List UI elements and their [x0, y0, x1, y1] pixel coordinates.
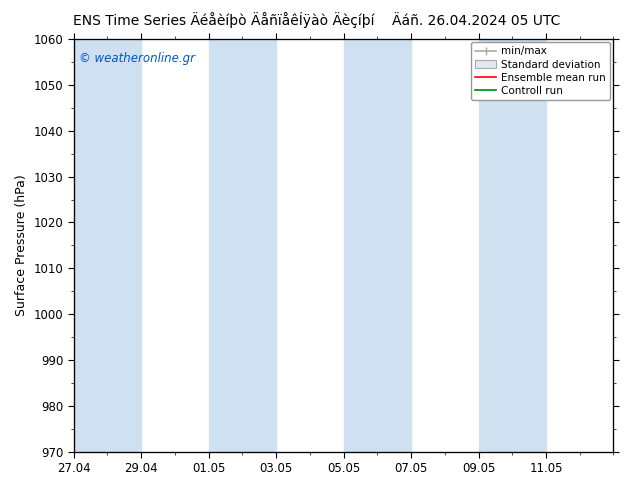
Bar [74, 39, 141, 452]
Bar [209, 39, 276, 452]
Legend: min/max, Standard deviation, Ensemble mean run, Controll run: min/max, Standard deviation, Ensemble me… [471, 42, 611, 100]
Bar [479, 39, 546, 452]
Text: ENS Time Series Äéåèíþò ÄåñïåêÍÿàò Äèçíþí    Äáñ. 26.04.2024 05 UTC: ENS Time Series Äéåèíþò ÄåñïåêÍÿàò Äèçíþ… [74, 12, 560, 28]
Text: © weatheronline.gr: © weatheronline.gr [79, 51, 195, 65]
Bar [344, 39, 411, 452]
Y-axis label: Surface Pressure (hPa): Surface Pressure (hPa) [15, 174, 28, 316]
